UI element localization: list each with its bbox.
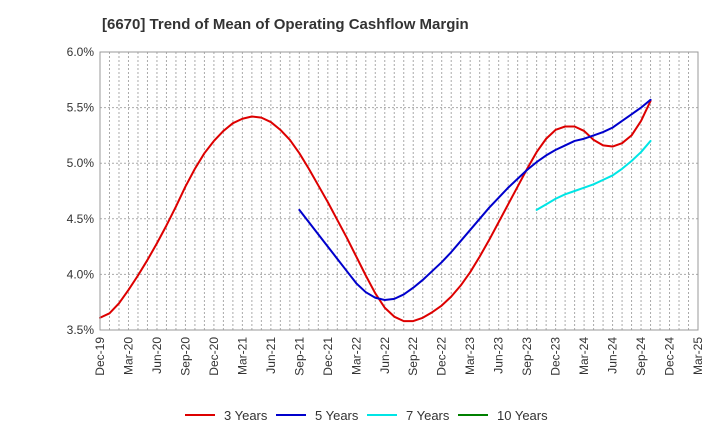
legend-label: 5 Years	[315, 408, 359, 423]
x-tick-label: Mar-21	[235, 337, 249, 375]
x-tick-label: Sep-20	[178, 337, 192, 376]
grid	[100, 51, 698, 331]
y-tick-label: 4.0%	[67, 267, 95, 281]
x-tick-label: Sep-23	[520, 337, 534, 376]
x-tick-label: Mar-22	[349, 337, 363, 375]
y-tick-label: 5.0%	[67, 156, 95, 170]
x-tick-label: Dec-21	[321, 337, 335, 376]
x-tick-label: Jun-23	[492, 337, 506, 374]
x-tick-label: Dec-24	[663, 337, 677, 376]
x-tick-label: Mar-20	[121, 337, 135, 375]
legend: 3 Years 5 Years 7 Years 10 Years	[185, 408, 548, 423]
x-tick-label: Jun-20	[150, 337, 164, 374]
x-tick-label: Sep-22	[406, 337, 420, 376]
x-tick-label: Dec-19	[93, 337, 107, 376]
y-tick-label: 5.5%	[67, 101, 95, 115]
y-axis: 3.5% 4.0% 4.5% 5.0% 5.5% 6.0%	[67, 45, 95, 337]
x-tick-label: Sep-21	[292, 337, 306, 376]
x-tick-label: Mar-25	[691, 337, 705, 375]
x-tick-label: Dec-22	[435, 337, 449, 376]
legend-label: 3 Years	[224, 408, 268, 423]
series-line-5-years	[298, 98, 652, 301]
x-tick-label: Dec-23	[549, 337, 563, 376]
y-tick-label: 4.5%	[67, 212, 95, 226]
series-lines	[99, 98, 652, 323]
series-line-3-years	[99, 99, 652, 323]
x-tick-label: Jun-24	[606, 337, 620, 374]
x-tick-label: Mar-23	[463, 337, 477, 375]
plot-border	[99, 51, 699, 331]
y-tick-label: 6.0%	[67, 45, 95, 59]
legend-label: 7 Years	[406, 408, 450, 423]
x-axis: Dec-19 Mar-20 Jun-20 Sep-20 Dec-20 Mar-21 Jun-…	[93, 337, 705, 376]
x-tick-label: Dec-20	[207, 337, 221, 376]
x-tick-label: Sep-24	[634, 337, 648, 376]
y-tick-label: 3.5%	[67, 323, 95, 337]
x-tick-label: Jun-21	[264, 337, 278, 374]
legend-label: 10 Years	[497, 408, 548, 423]
x-tick-label: Mar-24	[577, 337, 591, 375]
series-line-7-years	[535, 139, 652, 211]
chart-title: [6670] Trend of Mean of Operating Cashfl…	[102, 16, 469, 33]
x-tick-label: Jun-22	[378, 337, 392, 374]
